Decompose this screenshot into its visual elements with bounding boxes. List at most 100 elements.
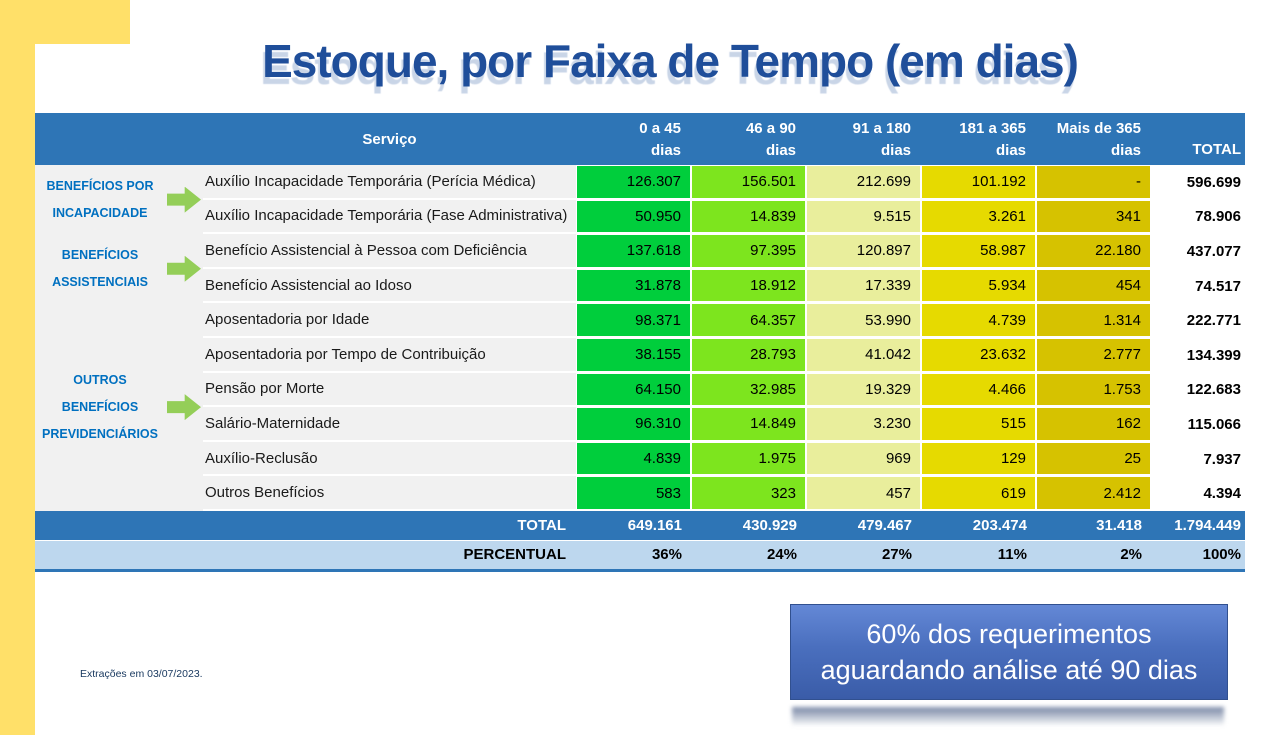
value-cell: 212.699 [806,165,921,200]
percent-value: 36% [651,546,682,564]
service-name: Benefício Assistencial ao Idoso [203,268,576,304]
table-bottom-border [35,568,1245,572]
percent-row-label: PERCENTUAL [463,546,566,564]
group-arrow-cell [165,234,203,304]
total-value: 649.161 [627,516,682,534]
total-row-values: 649.161 430.929 479.467 203.474 31.418 [576,511,1151,540]
callout-line-2: aguardando análise até 90 dias [820,655,1198,685]
percent-total: 100% [1202,546,1241,564]
row-total: 122.683 [1151,372,1245,408]
value-cell: 31.878 [576,268,691,304]
value-cell: 98.371 [576,303,691,338]
group-arrow-cell [165,165,203,235]
yellow-corner-decoration [0,0,130,44]
right-arrow-icon [167,394,201,421]
percent-value: 11% [997,546,1027,564]
table-body: BENEFÍCIOS POR INCAPACIDADE Auxílio Incapa… [35,165,1245,511]
percent-value: 24% [766,546,797,564]
column-header-range-0: 0 a 45 dias [639,120,681,159]
grand-total: 1.794.449 [1174,516,1241,534]
service-name: Salário-Maternidade [203,407,576,442]
table-header: Serviço 0 a 45 dias 46 a 90 dias 91 a 180 dia… [35,113,1245,165]
value-cell: 162 [1036,407,1151,442]
footnote: Extrações em 03/07/2023. [80,668,203,680]
percent-value: 2% [1120,546,1142,564]
value-cell: 129 [921,441,1036,477]
value-cell: 17.339 [806,268,921,304]
value-cell: 969 [806,441,921,477]
value-cell: 2.777 [1036,337,1151,373]
value-cell: 64.357 [691,303,806,338]
percent-row: PERCENTUAL 36% 24% 27% 11% 2% 100% [35,540,1245,569]
value-cell: 454 [1036,268,1151,304]
callout-box: 60% dos requerimentos aguardando análise… [790,604,1228,700]
value-cell: 126.307 [576,165,691,200]
value-cell: 323 [691,476,806,511]
value-cell: 97.395 [691,234,806,269]
value-cell: 14.849 [691,407,806,442]
row-total: 74.517 [1151,268,1245,304]
row-total: 134.399 [1151,337,1245,373]
value-cell: 2.412 [1036,476,1151,511]
value-cell: 341 [1036,199,1151,235]
value-cell: - [1036,165,1151,200]
value-cell: 19.329 [806,372,921,408]
service-name: Aposentadoria por Tempo de Contribuição [203,337,576,373]
column-headers-ranges: 0 a 45 dias 46 a 90 dias 91 a 180 dias 181 a 3… [576,113,1151,165]
callout-line-1: 60% dos requerimentos [866,618,1152,649]
value-cell: 3.261 [921,199,1036,235]
row-total: 222.771 [1151,303,1245,338]
column-header-range-2: 91 a 180 dias [852,120,911,159]
service-name: Auxílio Incapacidade Temporária (Fase Ad… [203,199,576,235]
row-total: 4.394 [1151,476,1245,511]
value-cell: 457 [806,476,921,511]
row-total: 437.077 [1151,234,1245,269]
total-value: 203.474 [972,516,1027,534]
value-cell: 96.310 [576,407,691,442]
category-label-0: BENEFÍCIOS POR INCAPACIDADE [35,165,165,235]
value-cell: 4.739 [921,303,1036,338]
right-arrow-icon [167,186,201,213]
value-cell: 619 [921,476,1036,511]
callout-reflection [792,707,1224,725]
value-cell: 58.987 [921,234,1036,269]
category-label-1: BENEFÍCIOS ASSISTENCIAIS [35,234,165,304]
value-cell: 156.501 [691,165,806,200]
value-cell: 4.466 [921,372,1036,408]
header-spacer [35,113,203,165]
service-name: Aposentadoria por Idade [203,303,576,338]
value-cell: 23.632 [921,337,1036,373]
value-cell: 22.180 [1036,234,1151,269]
row-total: 115.066 [1151,407,1245,442]
percent-value: 27% [881,546,912,564]
group-arrow-cell [165,303,203,511]
value-cell: 18.912 [691,268,806,304]
value-cell: 3.230 [806,407,921,442]
value-cell: 38.155 [576,337,691,373]
value-cell: 101.192 [921,165,1036,200]
column-header-total: TOTAL [1192,141,1241,158]
column-header-range-4: Mais de 365 dias [1056,120,1141,159]
percent-row-values: 36% 24% 27% 11% 2% [576,541,1151,569]
service-name: Pensão por Morte [203,372,576,408]
row-total: 7.937 [1151,441,1245,477]
row-total: 78.906 [1151,199,1245,235]
value-cell: 9.515 [806,199,921,235]
service-name: Auxílio Incapacidade Temporária (Perícia… [203,165,576,200]
value-cell: 25 [1036,441,1151,477]
value-cell: 515 [921,407,1036,442]
value-cell: 120.897 [806,234,921,269]
value-cell: 50.950 [576,199,691,235]
value-cell: 32.985 [691,372,806,408]
row-total: 596.699 [1151,165,1245,200]
value-cell: 53.990 [806,303,921,338]
column-header-service: Serviço [362,130,417,148]
total-value: 430.929 [742,516,797,534]
value-cell: 4.839 [576,441,691,477]
value-cell: 1.975 [691,441,806,477]
column-header-range-3: 181 a 365 dias [959,120,1026,159]
value-cell: 5.934 [921,268,1036,304]
value-cell: 64.150 [576,372,691,408]
service-name: Benefício Assistencial à Pessoa com Defi… [203,234,576,269]
